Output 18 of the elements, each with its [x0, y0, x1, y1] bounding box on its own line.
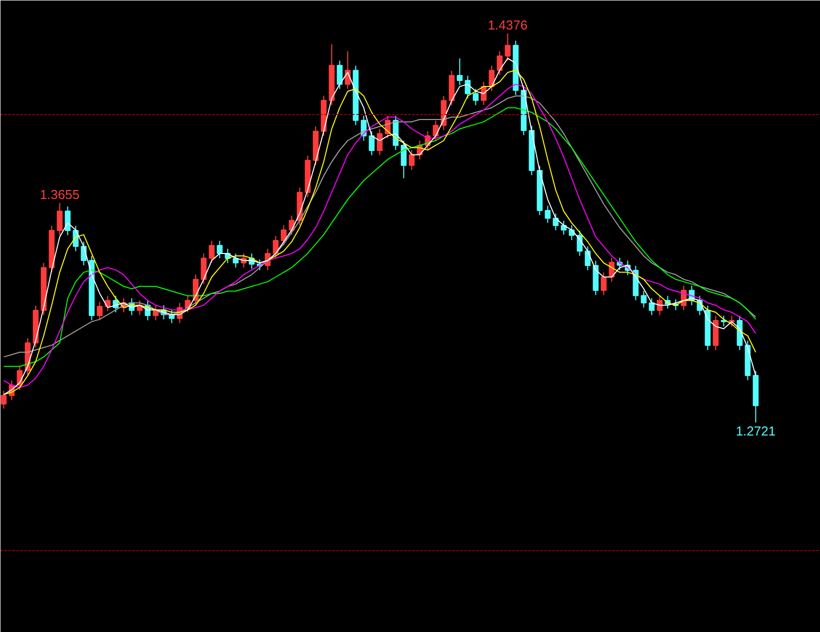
- candlestick: [640, 290, 647, 308]
- candlestick: [200, 252, 207, 285]
- candlestick: [600, 272, 607, 296]
- candlestick: [496, 50, 503, 76]
- annotation: 1.2721: [736, 424, 776, 439]
- candlestick: [0, 390, 7, 410]
- candlestick: [504, 32, 511, 62]
- candlestick: [472, 88, 479, 106]
- candlestick: [544, 205, 551, 224]
- candlestick: [56, 202, 63, 236]
- candlestick: [456, 58, 463, 86]
- candlestick: [96, 301, 103, 321]
- candlestick: [376, 128, 383, 156]
- candlestick: [408, 150, 415, 171]
- candlestick: [368, 130, 375, 156]
- candlestick: [208, 240, 215, 264]
- annotation: 1.4376: [488, 17, 528, 32]
- annotation: 1.3655: [40, 186, 80, 202]
